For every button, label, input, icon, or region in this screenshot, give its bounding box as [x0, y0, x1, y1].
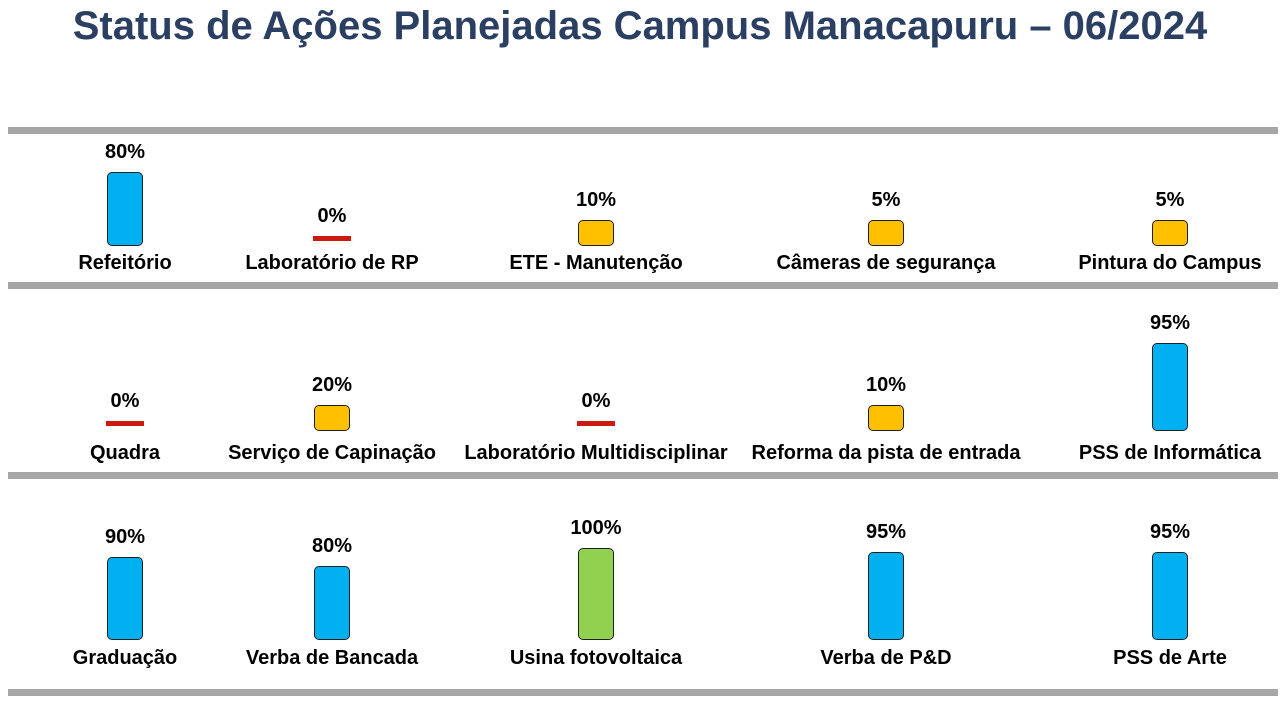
category-label-1-2: Laboratório de RP	[245, 252, 419, 274]
value-label-3-4: 95%	[865, 521, 907, 543]
divider-row1	[8, 282, 1278, 289]
category-label-2-1: Quadra	[89, 442, 161, 464]
bar-3-2	[314, 566, 350, 640]
value-label-2-5: 95%	[1149, 312, 1191, 334]
category-label-1-5: Pintura do Campus	[1078, 252, 1262, 274]
divider-row2	[8, 472, 1278, 479]
value-label-1-1: 80%	[104, 141, 146, 163]
category-label-1-1: Refeitório	[78, 252, 172, 274]
value-label-3-2: 80%	[311, 535, 353, 557]
bar-1-1	[107, 172, 143, 246]
bar-1-3	[578, 220, 614, 246]
bar-3-4	[868, 552, 904, 640]
category-label-2-3: Laboratório Multidisciplinar	[464, 442, 728, 464]
bar-3-1	[107, 557, 143, 640]
value-label-2-4: 10%	[865, 374, 907, 396]
category-label-2-5: PSS de Informática	[1078, 442, 1262, 464]
bar-1-4	[868, 220, 904, 246]
bar-3-3	[578, 548, 614, 640]
bar-2-1	[106, 421, 144, 426]
category-label-3-3: Usina fotovoltaica	[509, 647, 683, 669]
category-label-3-1: Graduação	[72, 647, 178, 669]
value-label-3-3: 100%	[570, 517, 622, 539]
value-label-3-5: 95%	[1149, 521, 1191, 543]
category-label-1-3: ETE - Manutenção	[509, 252, 683, 274]
value-label-1-2: 0%	[317, 205, 347, 227]
page-title: Status de Ações Planejadas Campus Manaca…	[72, 4, 1208, 48]
value-label-2-1: 0%	[110, 390, 140, 412]
divider-top	[8, 127, 1278, 134]
value-label-1-5: 5%	[1155, 189, 1185, 211]
value-label-2-2: 20%	[311, 374, 353, 396]
category-label-2-2: Serviço de Capinação	[228, 442, 436, 464]
value-label-1-4: 5%	[871, 189, 901, 211]
category-label-3-4: Verba de P&D	[820, 647, 952, 669]
bar-2-4	[868, 405, 904, 431]
category-label-3-2: Verba de Bancada	[245, 647, 419, 669]
bar-2-3	[577, 421, 615, 426]
value-label-3-1: 90%	[104, 526, 146, 548]
bar-3-5	[1152, 552, 1188, 640]
category-label-1-4: Câmeras de segurança	[776, 252, 996, 274]
divider-bottom	[8, 689, 1278, 696]
value-label-1-3: 10%	[575, 189, 617, 211]
bar-2-5	[1152, 343, 1188, 431]
bar-1-5	[1152, 220, 1188, 246]
bar-1-2	[313, 236, 351, 241]
category-label-3-5: PSS de Arte	[1113, 647, 1227, 669]
value-label-2-3: 0%	[581, 390, 611, 412]
bar-2-2	[314, 405, 350, 431]
category-label-2-4: Reforma da pista de entrada	[751, 442, 1021, 464]
